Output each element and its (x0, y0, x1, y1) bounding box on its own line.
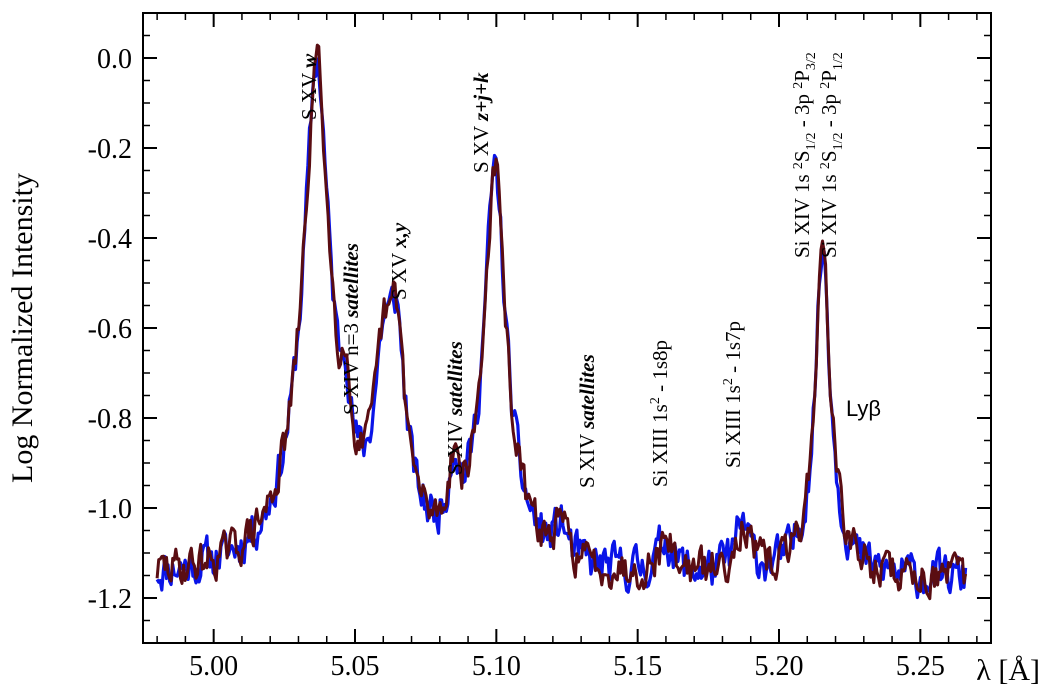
y-tick-label: 0.0 (97, 44, 132, 75)
y-tick-label: -1.2 (88, 584, 132, 615)
y-tick-label: -0.6 (88, 314, 132, 345)
annotation-sixiii-7p: Si XIII 1s2 - 1s7p (721, 321, 745, 468)
annotation-text: S XIV (575, 429, 599, 488)
y-tick-label: -0.8 (88, 404, 132, 435)
annotation-italic: w (297, 53, 321, 68)
annotation-sixiv-12: Si XIV 1s 2S1/2 - 3p 2P1/2 (817, 52, 846, 258)
x-tick-label: 5.05 (331, 651, 380, 682)
y-axis-title: Log Normalized Intensity (6, 173, 39, 483)
x-tick-label: 5.15 (613, 651, 662, 682)
annotation-italic: z+j+k (469, 72, 493, 122)
x-axis-title: λ [Å] (976, 654, 1040, 687)
annotation-italic: satellites (443, 341, 467, 417)
annotation-italic: x,y (387, 222, 411, 249)
annotation-rest: - 1s8p (648, 340, 672, 397)
annotation-sixiv-32: Si XIV 1s 2S1/2 - 3p 2P3/2 (790, 52, 819, 258)
x-tick-label: 5.10 (472, 651, 521, 682)
annotation-rest: - 1s7p (721, 321, 745, 378)
annotation-part: 2 (818, 162, 833, 169)
annotation-part: 1/2 (831, 133, 846, 151)
annotation-part: - 3p (790, 89, 814, 133)
x-tick-label: 5.20 (755, 651, 804, 682)
annotation-text: S XIV (443, 416, 467, 475)
annotation-sxv-zjk: S XV z+j+k (469, 72, 493, 173)
annotation-part: S (817, 150, 841, 162)
series-line (155, 43, 968, 601)
tick-layer: 5.00 5.05 5.10 5.15 5.20 5.25 0.0 -0.2 -0.4 -0.6 -… (88, 13, 991, 682)
annotation-sxiv-n3: S XIV n=3 satellites (339, 243, 363, 415)
annotation-lyb: Lyβ (846, 396, 881, 421)
y-tick-label: -0.2 (88, 134, 132, 165)
annotation-part: 2 (818, 82, 833, 89)
annotation-part: Si XIV 1s (790, 169, 814, 258)
annotation-part: - 3p (817, 89, 841, 133)
annotation-part: P (817, 70, 841, 82)
annotation-part: 3/2 (804, 52, 819, 70)
x-tick-label: 5.00 (189, 651, 238, 682)
annotation-text: S XV (469, 121, 493, 173)
annotation-part: Si XIV 1s (817, 169, 841, 258)
annotation-sixiii-8p: Si XIII 1s2 - 1s8p (648, 340, 672, 487)
annotation-text: S XV (297, 68, 321, 120)
annotation-part: P (790, 70, 814, 82)
annotation-sup: 2 (721, 378, 736, 385)
annotation-part: 2 (791, 82, 806, 89)
annotation-part: 1/2 (831, 52, 846, 70)
annotation-text: S XIV n=3 (339, 318, 363, 415)
annotation-sxv-xy: S XV x,y (387, 222, 411, 300)
annotation-sxiv-sat2: S XIV satellites (575, 354, 599, 488)
annotation-part: 1/2 (804, 133, 819, 151)
y-tick-label: -0.4 (88, 224, 132, 255)
annotation-sup: 2 (648, 397, 663, 404)
annotation-italic: satellites (339, 243, 363, 319)
annotation-italic: satellites (575, 354, 599, 430)
annotation-text: Si XIII 1s (648, 404, 672, 487)
annotation-part: 2 (791, 162, 806, 169)
y-tick-label: -1.0 (88, 494, 132, 525)
x-tick-label: 5.25 (896, 651, 945, 682)
annotation-text: Lyβ (846, 396, 881, 421)
annotation-text: S XV (387, 248, 411, 300)
annotation-text: Si XIII 1s (721, 385, 745, 468)
annotation-sxv-w: S XV w (297, 53, 321, 120)
series-layer (155, 43, 968, 601)
annotation-layer: S XV w S XIV n=3 satellites S XV x,y S XIV … (297, 52, 881, 488)
annotation-part: S (790, 150, 814, 162)
annotation-sxiv-sat1: S XIV satellites (443, 341, 467, 475)
